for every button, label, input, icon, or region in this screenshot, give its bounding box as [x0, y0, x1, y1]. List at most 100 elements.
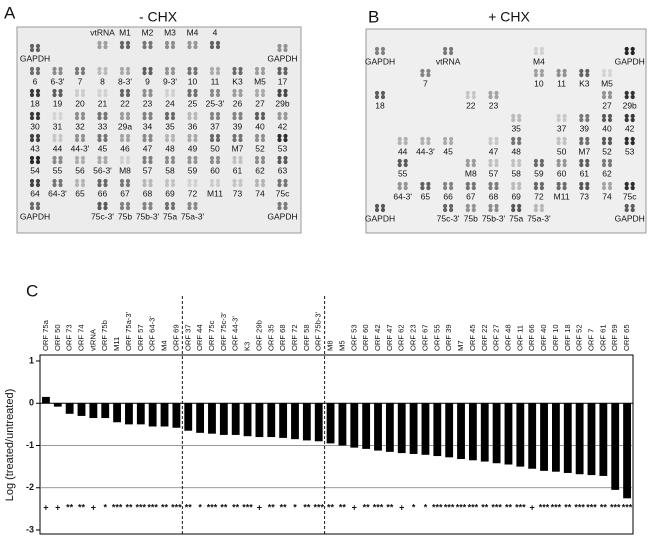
spot-label: 33: [98, 121, 108, 131]
bar: [551, 403, 560, 472]
category-label: ORF 22: [480, 324, 489, 351]
spot: [80, 66, 86, 72]
spot: [449, 140, 454, 146]
spot: [142, 137, 147, 143]
spot: [35, 43, 41, 49]
spot: [630, 50, 635, 56]
spot-label: 67: [466, 191, 476, 201]
spot: [29, 159, 35, 165]
bar: [480, 403, 489, 462]
spot-label: 49: [188, 143, 198, 153]
spot: [58, 182, 63, 188]
spot: [125, 182, 131, 188]
spot: [238, 115, 243, 121]
spot: [170, 133, 176, 139]
spot: [556, 68, 561, 74]
spot: [585, 113, 590, 119]
spot-label: 68: [143, 188, 153, 198]
spot: [164, 137, 170, 143]
spot: [209, 66, 215, 72]
spot-label: 34: [143, 121, 153, 131]
spot-label: GAPDH: [20, 53, 50, 63]
spot-label: M7: [578, 146, 590, 156]
bar: [421, 403, 430, 455]
spot: [80, 137, 86, 143]
spot: [585, 140, 590, 146]
bar: [599, 403, 608, 476]
spot: [254, 159, 260, 165]
spot: [585, 181, 590, 187]
category-label: M5: [337, 340, 346, 351]
spot: [29, 70, 35, 76]
spot-label: 72: [188, 188, 198, 198]
spot: [283, 178, 288, 184]
spot: [465, 158, 470, 164]
spot: [52, 88, 57, 94]
spot: [35, 205, 41, 211]
spot-label: M1: [119, 27, 131, 37]
spot: [119, 92, 125, 98]
category-label: ORF 10: [551, 324, 560, 351]
spot: [35, 182, 41, 188]
spot: [579, 117, 584, 123]
spot: [170, 178, 176, 184]
spot: [403, 158, 408, 164]
spot-label: 75b-3': [136, 211, 160, 221]
spot: [630, 46, 635, 52]
spot: [170, 70, 176, 76]
spot: [215, 182, 221, 188]
spot-label: 4: [213, 27, 218, 37]
spot-label: 75a-3': [181, 211, 205, 221]
spot: [193, 155, 198, 161]
bar: [160, 403, 169, 427]
category-label: ORF 74: [77, 324, 86, 351]
spot-label: 48: [511, 146, 521, 156]
spot: [420, 72, 425, 78]
spot: [488, 158, 493, 164]
spot: [215, 133, 221, 139]
spot: [97, 178, 102, 184]
spot: [97, 88, 102, 94]
spot: [494, 140, 499, 146]
significance-label: *: [424, 502, 428, 512]
spot: [277, 178, 282, 184]
spot: [277, 159, 282, 165]
spot-label: 29b: [275, 98, 289, 108]
spot-label: K3: [579, 78, 590, 88]
spot: [238, 88, 243, 94]
spot: [164, 111, 170, 117]
spot-label: 72: [534, 191, 544, 201]
spot-label: 69: [165, 188, 175, 198]
spot: [52, 92, 57, 98]
spot: [125, 201, 131, 207]
spot: [142, 178, 147, 184]
spot-label: 25-3': [206, 98, 225, 108]
spot: [539, 185, 545, 191]
bar: [172, 403, 181, 428]
bar: [208, 403, 216, 434]
spot: [35, 66, 41, 72]
spot-label: 64-3': [393, 191, 412, 201]
spot-label: 22: [120, 98, 130, 108]
spot: [215, 40, 221, 46]
spot: [277, 47, 282, 53]
spot: [97, 115, 102, 121]
spot-label: 23: [143, 98, 153, 108]
spot: [232, 137, 237, 143]
spot: [97, 159, 102, 165]
spot: [125, 44, 131, 50]
spot: [170, 205, 176, 211]
spot: [29, 205, 35, 211]
spot: [35, 159, 41, 165]
spot: [97, 44, 102, 50]
spot-label: 55: [53, 165, 63, 175]
significance-label: ***: [432, 502, 443, 512]
spot: [97, 201, 102, 207]
spot: [148, 70, 153, 76]
bar: [302, 403, 311, 441]
spot: [58, 92, 63, 98]
spot: [465, 94, 470, 100]
spot-label: 59: [188, 165, 198, 175]
spot: [601, 113, 607, 119]
